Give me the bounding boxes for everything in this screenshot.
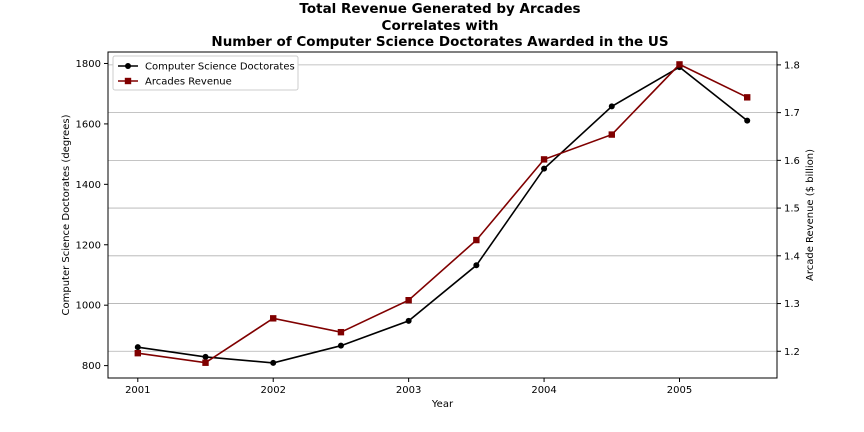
series-1-point [608,103,615,110]
tick-layer: 2001 2002 2003 2004 2005 800 1000 1200 1400 1600 1… [76,59,800,396]
y-right-tick-label: 1.6 [784,156,800,167]
y-right-tick-label: 1.3 [784,299,800,310]
y-left-tick-label: 1800 [76,59,101,70]
x-tick-label: 2002 [260,385,285,396]
series-line-1 [137,66,748,364]
series-2-point [270,315,277,322]
series-2-point [202,359,209,366]
chart-title-line-3: Number of Computer Science Doctorates Aw… [211,34,669,50]
series-2-point [337,328,345,336]
series-2-point [676,61,683,68]
x-axis-label: Year [431,399,454,410]
series-2-point [405,296,412,304]
series-line-2 [137,63,748,364]
y-axis-label-right: Arcade Revenue ($ billion) [805,149,816,281]
series-2-point [744,94,751,101]
legend-label: Arcades Revenue [145,77,232,88]
y-left-tick-label: 1600 [76,119,101,130]
series-2-point [473,236,480,244]
y-left-tick-label: 1200 [76,240,101,251]
plot-frame [107,51,778,379]
series-1-point [473,262,480,269]
y-axis-label-left: Computer Science Doctorates (degrees) [61,114,72,315]
y-right-tick-label: 1.2 [784,347,800,358]
y-left-tick-label: 800 [82,361,101,372]
y-left-tick-label: 1400 [76,180,101,191]
legend-label: Computer Science Doctorates [145,62,295,73]
y-right-tick-label: 1.5 [784,204,800,215]
series-1-point [134,344,141,351]
grid-layer [108,64,777,352]
legend-entries: Computer Science Doctorates Arcades Reven… [118,62,295,88]
series-1-point [744,117,751,124]
legend: Computer Science Doctorates Arcades Reven… [112,55,299,91]
y-right-tick-label: 1.7 [784,108,800,119]
series-1-point [337,342,344,349]
legend-box [112,55,299,91]
series-1-point [405,317,412,324]
series-2-point [540,156,548,163]
y-left-tick-label: 1000 [76,301,101,312]
series-1-point [270,359,277,366]
chart-title: Total Revenue Generated by Arcades Corre… [0,1,864,51]
x-tick-label: 2003 [396,385,421,396]
chart-title-line-2: Correlates with [381,17,499,34]
series-1-point [202,353,209,360]
legend-marker [124,77,132,85]
y-right-tick-label: 1.4 [784,251,800,262]
series-2-point [608,131,615,138]
series-1-point [541,165,548,172]
x-tick-label: 2004 [531,385,556,396]
y-right-tick-label: 1.8 [784,60,800,71]
legend-marker [125,63,131,69]
series-2-point [134,349,141,357]
x-tick-label: 2005 [667,385,692,396]
series-layer [134,61,751,366]
x-tick-label: 2001 [125,385,150,396]
chart-title-line-1: Total Revenue Generated by Arcades [299,1,581,17]
